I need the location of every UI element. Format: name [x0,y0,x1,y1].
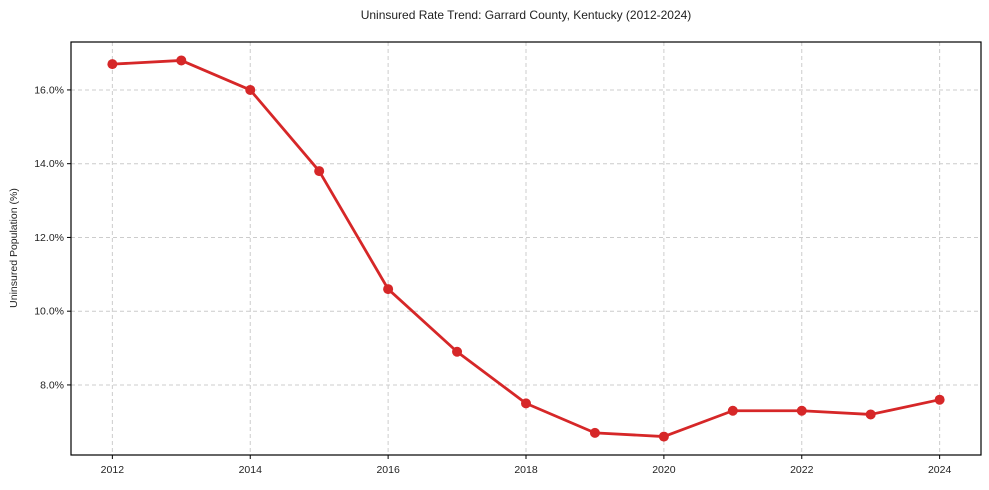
x-tick-label: 2024 [928,464,952,476]
x-tick-label: 2020 [652,464,676,476]
data-point-2022 [796,405,807,416]
x-tick-label: 2014 [239,464,263,476]
data-point-2017 [452,346,463,357]
data-point-2015 [314,166,325,177]
chart-title: Uninsured Rate Trend: Garrard County, Ke… [360,8,692,22]
data-point-2024 [934,394,945,405]
x-tick-label: 2022 [790,464,814,476]
y-tick-label: 16.0% [34,84,64,96]
data-point-2019 [589,427,600,438]
data-point-2018 [521,398,531,409]
x-tick-label: 2016 [376,464,400,476]
y-tick-label: 14.0% [34,158,64,170]
y-tick-label: 12.0% [34,232,64,244]
data-point-2020 [658,431,669,442]
data-point-2016 [383,284,394,295]
y-tick-label: 8.0% [40,379,64,391]
data-point-2012 [107,59,118,70]
y-tick-label: 10.0% [34,306,64,318]
data-point-2021 [727,405,738,416]
data-point-2014 [245,84,256,95]
data-point-2013 [176,55,187,66]
x-tick-label: 2018 [514,464,538,476]
x-tick-label: 2012 [101,464,125,476]
data-point-2023 [865,409,876,420]
